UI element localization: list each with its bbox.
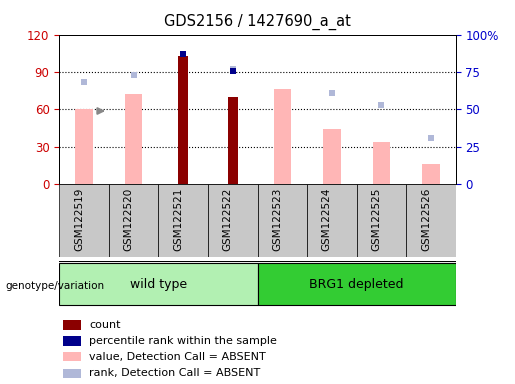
Bar xyxy=(208,184,258,257)
Bar xyxy=(228,97,238,184)
Bar xyxy=(59,263,258,305)
Bar xyxy=(323,129,340,184)
Bar xyxy=(373,142,390,184)
Text: wild type: wild type xyxy=(130,278,187,291)
Text: GSM122522: GSM122522 xyxy=(222,188,233,252)
Bar xyxy=(422,164,440,184)
Text: GSM122520: GSM122520 xyxy=(124,188,133,251)
Bar xyxy=(273,89,291,184)
Bar xyxy=(307,184,356,257)
Bar xyxy=(406,184,456,257)
Text: genotype/variation: genotype/variation xyxy=(5,281,104,291)
Text: GSM122523: GSM122523 xyxy=(272,188,282,252)
Bar xyxy=(125,94,142,184)
Bar xyxy=(356,184,406,257)
Text: GSM122521: GSM122521 xyxy=(173,188,183,252)
Text: value, Detection Call = ABSENT: value, Detection Call = ABSENT xyxy=(89,352,266,362)
Bar xyxy=(59,184,109,257)
Bar xyxy=(63,369,81,378)
Bar xyxy=(258,263,456,305)
Bar xyxy=(178,56,188,184)
Text: BRG1 depleted: BRG1 depleted xyxy=(310,278,404,291)
Text: GSM122519: GSM122519 xyxy=(74,188,84,252)
Bar xyxy=(159,184,208,257)
Text: rank, Detection Call = ABSENT: rank, Detection Call = ABSENT xyxy=(89,368,260,379)
Text: GDS2156 / 1427690_a_at: GDS2156 / 1427690_a_at xyxy=(164,13,351,30)
Text: GSM122524: GSM122524 xyxy=(322,188,332,252)
Text: count: count xyxy=(89,320,121,330)
Text: percentile rank within the sample: percentile rank within the sample xyxy=(89,336,277,346)
Bar xyxy=(109,184,159,257)
Bar xyxy=(63,352,81,361)
Text: GSM122525: GSM122525 xyxy=(371,188,382,252)
Bar xyxy=(258,184,307,257)
Bar xyxy=(63,320,81,330)
Text: GSM122526: GSM122526 xyxy=(421,188,431,252)
Bar xyxy=(75,109,93,184)
Bar xyxy=(63,336,81,346)
